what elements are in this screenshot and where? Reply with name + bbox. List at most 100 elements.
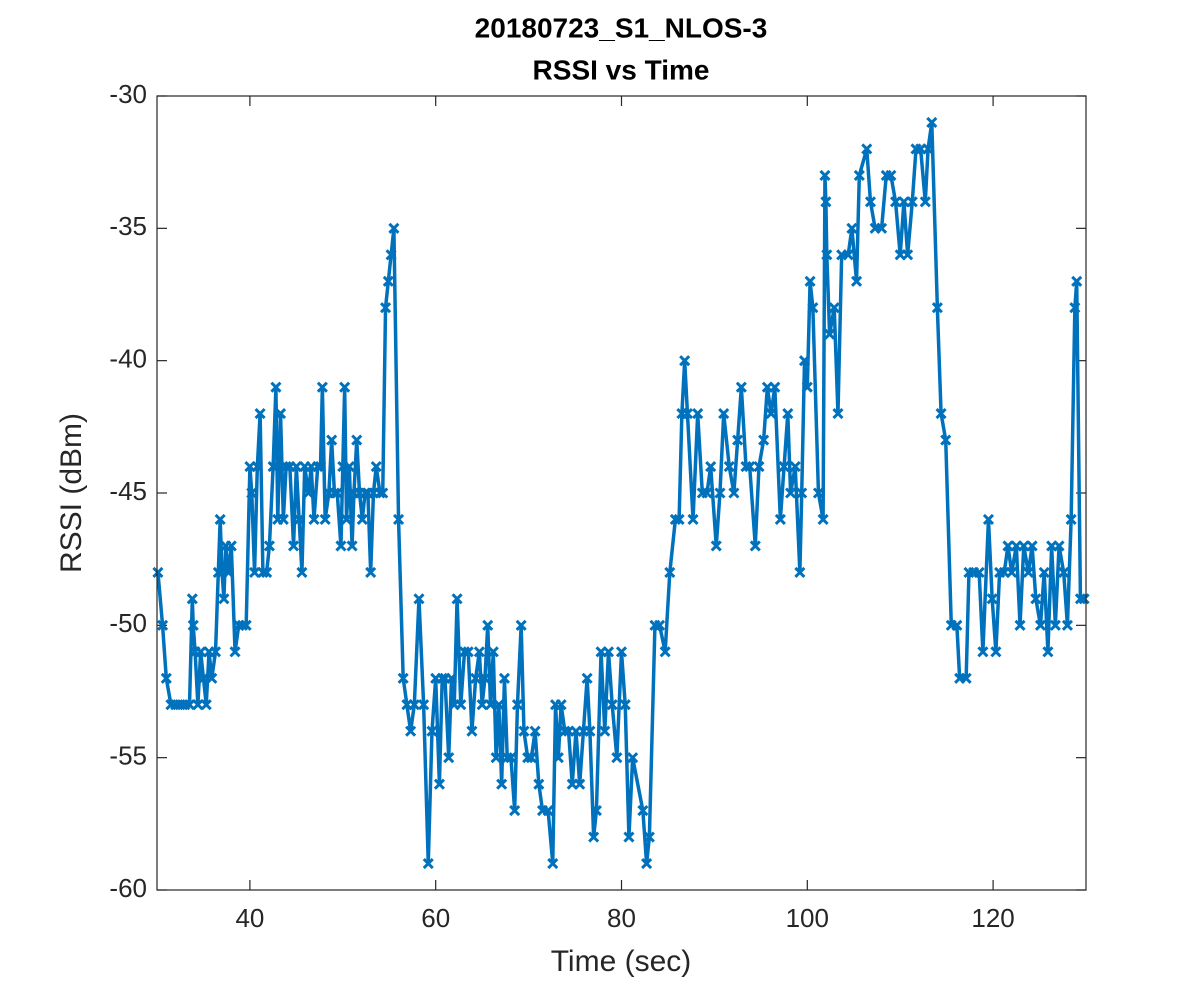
data-point <box>462 646 474 658</box>
data-point <box>705 460 717 473</box>
data-point <box>1074 593 1086 605</box>
chart-title: 20180723_S1_NLOS-3 <box>475 12 768 43</box>
data-point <box>388 222 400 234</box>
data-point <box>599 725 611 737</box>
data-point <box>1061 619 1073 631</box>
data-point <box>267 460 279 473</box>
data-point <box>422 857 434 870</box>
data-point <box>637 805 649 817</box>
data-point <box>740 460 752 473</box>
data-point <box>889 196 902 208</box>
data-point <box>316 381 328 393</box>
data-point <box>257 566 269 578</box>
data-point <box>1038 566 1050 578</box>
data-point <box>782 408 794 420</box>
data-point <box>1042 646 1054 658</box>
data-point <box>986 593 998 605</box>
data-point <box>1034 619 1047 631</box>
data-point <box>479 672 491 684</box>
data-point <box>643 831 655 843</box>
data-point <box>1071 275 1083 287</box>
data-point <box>794 566 806 578</box>
data-point <box>1018 540 1030 552</box>
data-point <box>801 381 813 393</box>
data-point <box>798 355 811 367</box>
data-point <box>331 487 343 499</box>
data-point <box>288 540 300 552</box>
data-point <box>669 513 681 526</box>
data-point <box>547 857 559 870</box>
data-point <box>820 196 832 208</box>
data-point <box>973 566 985 578</box>
y-tick-label: -60 <box>109 873 147 903</box>
data-point <box>515 619 527 631</box>
data-point <box>673 513 685 526</box>
data-point <box>654 619 666 631</box>
axes-box <box>156 95 1087 891</box>
data-point <box>940 434 952 446</box>
data-point <box>484 699 497 711</box>
data-point <box>935 408 947 420</box>
y-tick-label: -35 <box>109 211 147 241</box>
data-point <box>293 513 305 526</box>
data-point <box>197 672 210 684</box>
data-point <box>1069 302 1081 314</box>
data-point <box>312 460 324 473</box>
data-point <box>990 646 1002 658</box>
data-point <box>864 196 877 208</box>
data-point <box>960 672 972 684</box>
data-point <box>812 487 825 499</box>
data-point <box>212 566 224 578</box>
data-point <box>426 725 438 737</box>
data-point <box>405 725 417 737</box>
data-point <box>152 566 164 578</box>
data-point <box>744 460 756 473</box>
data-point <box>455 699 467 711</box>
data-point <box>714 487 726 499</box>
data-point <box>458 646 471 658</box>
data-point <box>157 619 169 631</box>
data-point <box>842 249 854 261</box>
data-point <box>218 593 230 605</box>
y-tick-label: -40 <box>109 344 147 374</box>
data-point <box>922 143 934 155</box>
data-point <box>319 513 331 526</box>
data-point <box>951 619 963 631</box>
data-point <box>919 196 931 208</box>
data-point <box>885 169 897 181</box>
data-point <box>418 699 430 711</box>
data-point <box>277 513 289 526</box>
data-point <box>846 222 858 234</box>
data-point <box>982 513 995 526</box>
data-point <box>659 646 671 658</box>
data-point <box>392 513 405 526</box>
data-point <box>263 540 275 552</box>
data-point <box>753 460 765 473</box>
data-point <box>261 566 273 578</box>
data-point <box>505 752 517 764</box>
data-point <box>351 434 363 446</box>
data-point <box>335 540 347 552</box>
data-point <box>206 672 218 684</box>
data-point <box>470 672 482 684</box>
data-point <box>977 646 989 658</box>
data-point <box>615 646 628 658</box>
data-point <box>493 699 505 711</box>
data-point <box>1006 566 1018 578</box>
data-point <box>382 275 394 287</box>
data-point <box>1078 593 1090 605</box>
data-point <box>898 196 910 208</box>
data-point <box>679 355 691 367</box>
data-point <box>902 249 914 261</box>
data-point <box>274 408 287 420</box>
data-point <box>340 513 353 526</box>
x-tick-label: 80 <box>607 903 636 933</box>
data-point <box>436 672 448 684</box>
data-point <box>187 619 199 631</box>
data-point <box>339 381 351 393</box>
data-point <box>1053 540 1065 552</box>
data-point <box>433 778 445 790</box>
data-point <box>192 699 204 711</box>
y-tick-label: -55 <box>109 741 147 771</box>
